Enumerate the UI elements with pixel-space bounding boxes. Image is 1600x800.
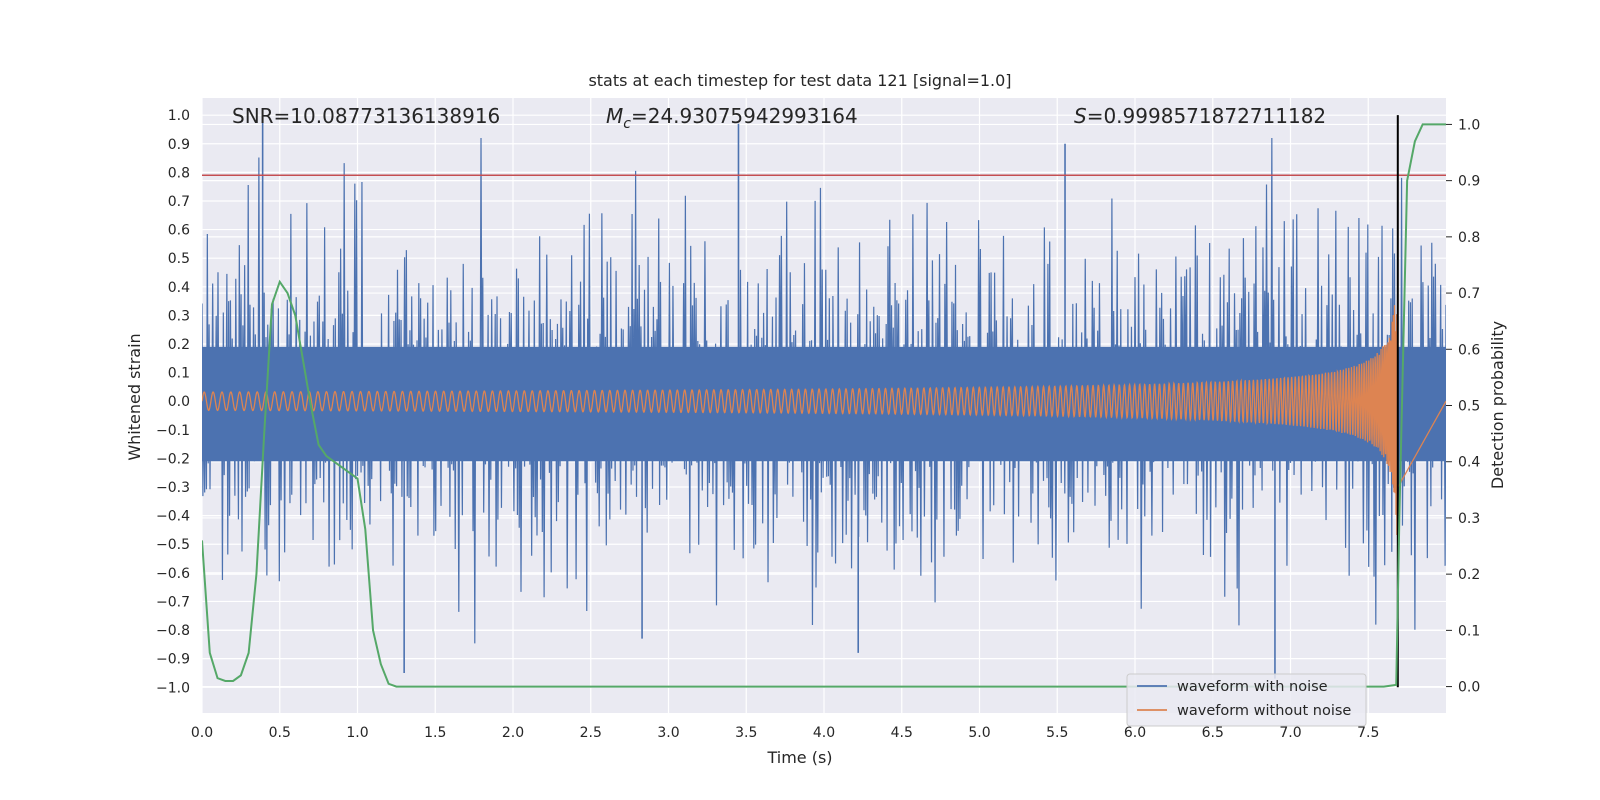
y-tick-label: −0.4 — [156, 509, 190, 525]
y2-tick-label: 1.0 — [1458, 117, 1480, 133]
x-tick-label: 6.0 — [1124, 725, 1146, 741]
x-tick-label: 4.0 — [813, 725, 835, 741]
y2-tick-label: 0.5 — [1458, 399, 1480, 415]
y-tick-label: 1.0 — [168, 108, 190, 124]
score-value: =0.9998571872711182 — [1087, 104, 1326, 128]
y-tick-label: −0.7 — [156, 594, 190, 610]
series-detection-probability — [202, 123, 1446, 688]
y-tick-label: −0.9 — [156, 652, 190, 668]
x-axis-ticks: 0.0 0.5 1.0 1.5 2.0 2.5 3.0 3.5 4.0 4.5 5.0 5.5 6.0 6… — [191, 725, 1380, 741]
x-tick-label: 7.0 — [1279, 725, 1301, 741]
y-tick-label: 0.9 — [168, 137, 190, 153]
x-tick-label: 0.0 — [191, 725, 213, 741]
chirp-mass-symbol: M — [606, 104, 623, 128]
chirp-mass-value: =24.93075942993164 — [631, 104, 858, 128]
x-tick-label: 3.0 — [657, 725, 679, 741]
x-tick-label: 1.0 — [346, 725, 368, 741]
y-tick-label: 0.3 — [168, 308, 190, 324]
x-tick-label: 0.5 — [269, 725, 291, 741]
y-tick-label: 0.0 — [168, 394, 190, 410]
legend: waveform with noise waveform without noi… — [1126, 673, 1367, 727]
chart-title: stats at each timestep for test data 121… — [588, 71, 1011, 90]
x-tick-label: 6.5 — [1202, 725, 1224, 741]
y2-tick-label: 0.1 — [1458, 623, 1480, 639]
y2-tick-label: 0.9 — [1458, 174, 1480, 190]
y2-tick-label: 0.4 — [1458, 455, 1480, 471]
x-tick-label: 5.0 — [968, 725, 990, 741]
y2-tick-label: 0.8 — [1458, 230, 1480, 246]
y-tick-label: −0.5 — [156, 537, 190, 553]
y-tick-label: 0.2 — [168, 337, 190, 353]
y-axis-ticks: 1.0 0.9 0.8 0.7 0.6 0.5 0.4 0.3 0.2 0.1 0.0 −0.1 −0.… — [156, 108, 190, 696]
legend-label-noise: waveform with noise — [1177, 679, 1328, 695]
y2-axis-ticks: 1.0 0.9 0.8 0.7 0.6 0.5 0.4 0.3 0.2 0.1 0.0 — [1446, 117, 1480, 696]
y-tick-label: 0.1 — [168, 366, 190, 382]
y2-tick-label: 0.2 — [1458, 567, 1480, 583]
x-axis-label: Time (s) — [766, 748, 832, 767]
snr-annotation: SNR=10.08773136138916 — [232, 104, 500, 128]
y-tick-label: −1.0 — [156, 680, 190, 696]
x-tick-label: 5.5 — [1046, 725, 1068, 741]
y2-tick-label: 0.7 — [1458, 286, 1480, 302]
y2-tick-label: 0.0 — [1458, 680, 1480, 696]
score-symbol: S — [1074, 104, 1087, 128]
y-axis-label: Whitened strain — [125, 333, 144, 460]
y-tick-label: 0.5 — [168, 251, 190, 267]
y2-tick-label: 0.3 — [1458, 511, 1480, 527]
y-tick-label: −0.8 — [156, 623, 190, 639]
y-tick-label: −0.6 — [156, 566, 190, 582]
y-tick-label: −0.2 — [156, 451, 190, 467]
chirp-mass-subscript: c — [623, 116, 631, 132]
legend-label-clean: waveform without noise — [1177, 703, 1351, 719]
score-annotation: S=0.9998571872711182 — [1074, 104, 1326, 128]
y2-tick-label: 0.6 — [1458, 342, 1480, 358]
y-tick-label: 0.8 — [168, 165, 190, 181]
y-tick-label: 0.7 — [168, 194, 190, 210]
x-tick-label: 3.5 — [735, 725, 757, 741]
x-tick-label: 2.0 — [502, 725, 524, 741]
series-waveform-without-noise — [202, 305, 1446, 535]
x-tick-label: 4.5 — [891, 725, 913, 741]
y2-axis-label: Detection probability — [1488, 321, 1507, 489]
x-tick-label: 2.5 — [580, 725, 602, 741]
x-tick-label: 7.5 — [1357, 725, 1379, 741]
y-tick-label: 0.6 — [168, 223, 190, 239]
legend-box — [1126, 673, 1367, 727]
y-tick-label: 0.4 — [168, 280, 190, 296]
y-tick-label: −0.1 — [156, 423, 190, 439]
x-tick-label: 1.5 — [424, 725, 446, 741]
y-tick-label: −0.3 — [156, 480, 190, 496]
chirp-mass-annotation: Mc=24.93075942993164 — [606, 104, 858, 132]
